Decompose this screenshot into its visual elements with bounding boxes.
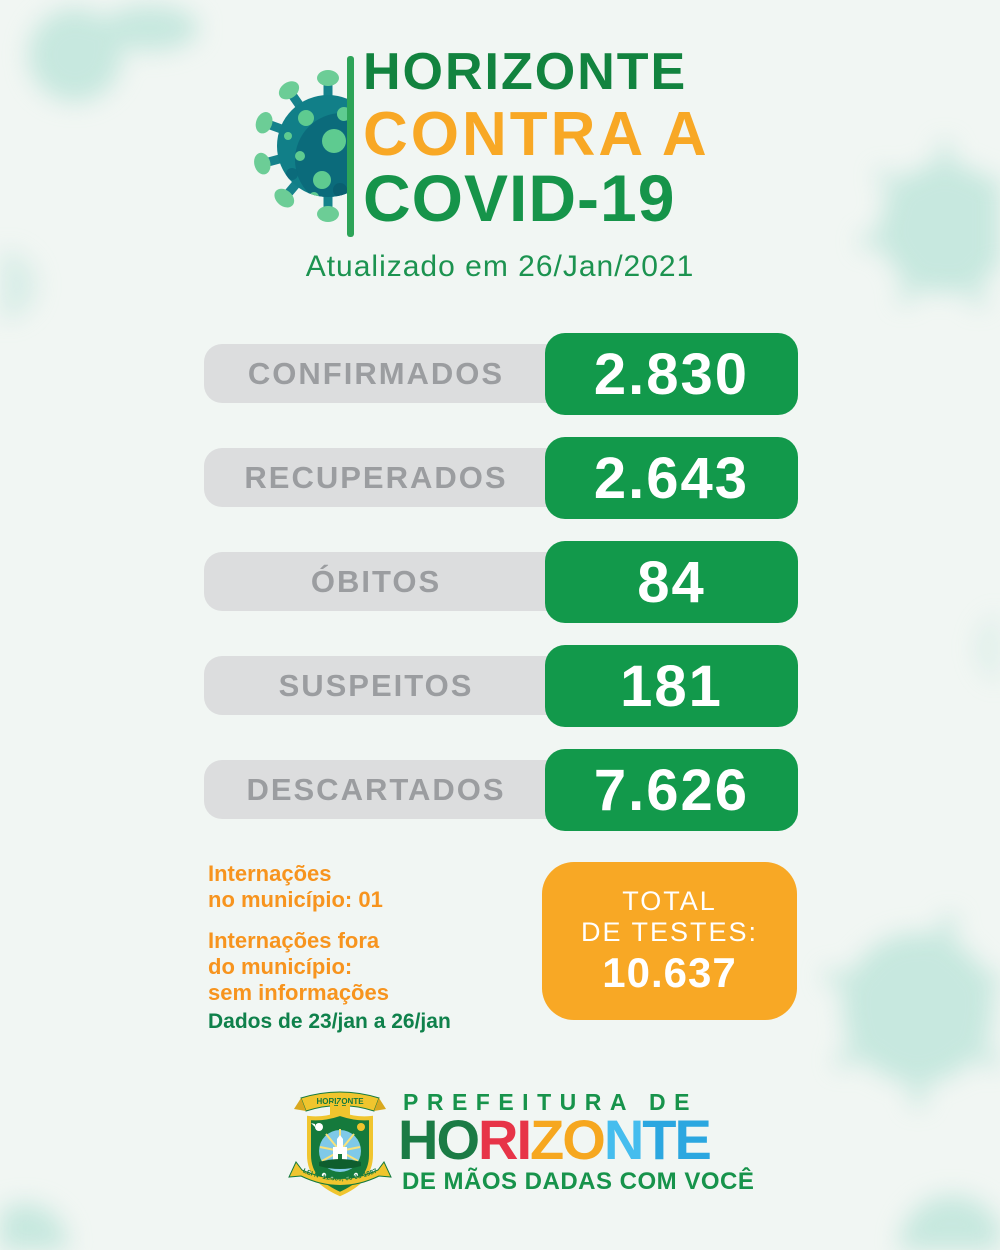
stat-label: DESCARTADOS bbox=[246, 771, 506, 807]
note-line: sem informações bbox=[208, 980, 389, 1005]
note-line: Internações fora bbox=[208, 928, 380, 953]
stat-value-box: 181 bbox=[545, 645, 798, 727]
wordmark-letter: T bbox=[642, 1108, 676, 1171]
stat-label: CONFIRMADOS bbox=[247, 355, 505, 391]
city-crest-logo: HORIZONTE bbox=[288, 1091, 392, 1197]
stat-value: 2.643 bbox=[593, 445, 750, 511]
stat-row-descartados: DESCARTADOS 7.626 bbox=[0, 749, 1000, 831]
note-hospitalizations-local: Internações no município: 01 bbox=[208, 861, 383, 913]
note-line: no município: bbox=[208, 887, 359, 912]
stat-value: 2.830 bbox=[593, 341, 750, 407]
total-tests-value: 10.637 bbox=[602, 949, 737, 996]
stat-value-box: 2.830 bbox=[545, 333, 798, 415]
total-tests-label-2: DE TESTES: bbox=[580, 917, 759, 947]
wordmark-letter: O bbox=[436, 1108, 480, 1171]
coronavirus-icon bbox=[254, 70, 348, 222]
wordmark-letter: O bbox=[562, 1108, 606, 1171]
note-hospitalizations-outside: Internações fora do município: sem infor… bbox=[208, 928, 389, 1006]
note-value: 01 bbox=[358, 887, 383, 912]
note-line: do município: bbox=[208, 954, 353, 979]
stat-row-suspeitos: SUSPEITOS 181 bbox=[0, 645, 1000, 727]
wordmark-letter: N bbox=[603, 1108, 644, 1171]
stat-row-confirmados: CONFIRMADOS 2.830 bbox=[0, 333, 1000, 415]
title-line-3: COVID-19 bbox=[363, 161, 676, 235]
stat-value: 7.626 bbox=[593, 757, 750, 823]
wordmark-letter: I bbox=[516, 1108, 532, 1171]
footer-slogan: DE MÃOS DADAS COM VOCÊ bbox=[402, 1168, 755, 1195]
stat-value: 181 bbox=[620, 653, 723, 719]
note-line: Internações bbox=[208, 861, 332, 886]
footer-prefeitura-de: PREFEITURA DE bbox=[403, 1089, 698, 1115]
stat-label: ÓBITOS bbox=[310, 563, 442, 599]
stat-value-box: 7.626 bbox=[545, 749, 798, 831]
horizonte-wordmark: HORIZONTE bbox=[398, 1112, 712, 1168]
title-line-1: HORIZONTE bbox=[363, 43, 688, 101]
crest-top-ribbon-text: HORIZONTE bbox=[316, 1097, 364, 1106]
wordmark-letter: H bbox=[398, 1108, 438, 1171]
stat-value: 84 bbox=[637, 549, 706, 615]
header-divider bbox=[347, 56, 354, 237]
stats-list: CONFIRMADOS 2.830 RECUPERADOS 2.643 ÓBIT… bbox=[0, 333, 1000, 853]
stat-value-box: 84 bbox=[545, 541, 798, 623]
wordmark-letter: E bbox=[674, 1108, 711, 1171]
title-line-2: CONTRA A bbox=[363, 100, 710, 169]
wordmark-letter: R bbox=[478, 1108, 518, 1171]
updated-date: Atualizado em 26/Jan/2021 bbox=[305, 250, 695, 283]
stat-label: RECUPERADOS bbox=[244, 459, 508, 495]
stat-label: SUSPEITOS bbox=[278, 667, 474, 703]
wordmark-letter: Z bbox=[530, 1108, 564, 1171]
stat-row-recuperados: RECUPERADOS 2.643 bbox=[0, 437, 1000, 519]
stat-row-obitos: ÓBITOS 84 bbox=[0, 541, 1000, 623]
stat-value-box: 2.643 bbox=[545, 437, 798, 519]
data-range-note: Dados de 23/jan a 26/jan bbox=[208, 1010, 451, 1033]
total-tests-label-1: TOTAL bbox=[622, 886, 717, 916]
total-tests-box: TOTAL DE TESTES: 10.637 bbox=[542, 862, 797, 1020]
